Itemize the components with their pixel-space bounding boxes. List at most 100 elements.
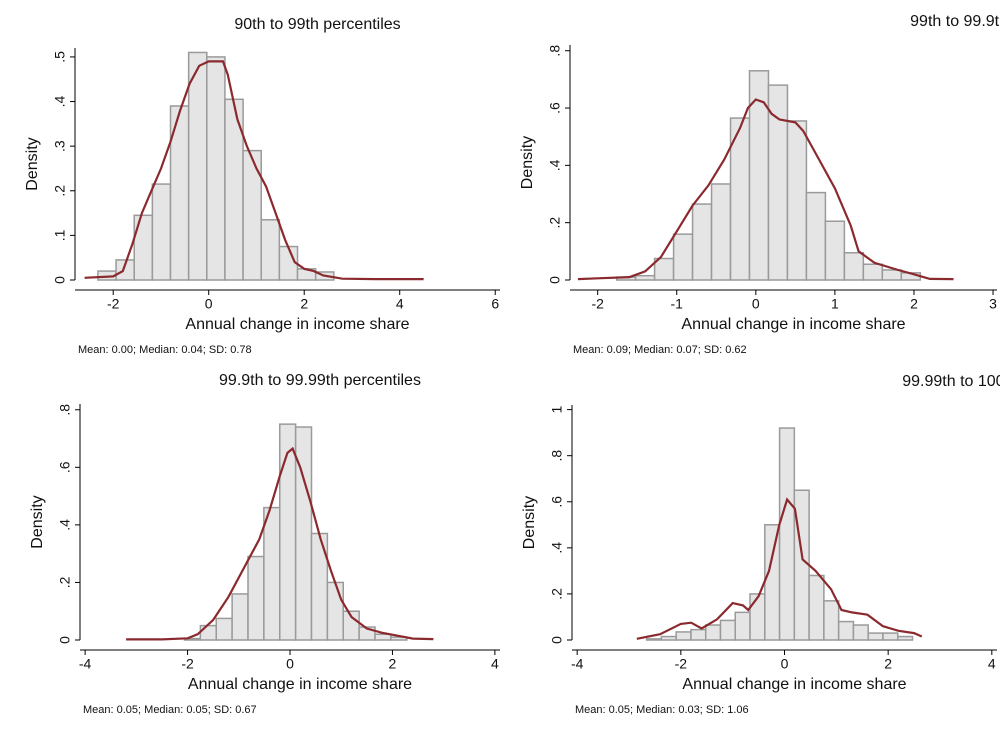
histogram-bar — [260, 219, 281, 281]
y-tick-label: .6 — [547, 102, 563, 114]
histogram-bar — [704, 624, 722, 641]
x-tick-label: 0 — [205, 296, 213, 312]
histogram-bar — [672, 233, 694, 281]
histogram-bar — [653, 257, 675, 281]
histogram-bar — [786, 120, 808, 281]
y-tick-label: 0 — [547, 276, 563, 284]
y-tick-label: 1 — [549, 406, 565, 414]
x-tick-label: 2 — [884, 656, 892, 672]
stats-note: Mean: 0.05; Median: 0.03; SD: 1.06 — [575, 704, 749, 716]
y-axis-label: Density — [29, 495, 46, 548]
chart-title: 99.99th to 100th percentiles — [902, 373, 1000, 390]
y-tick-label: .2 — [549, 588, 565, 600]
histogram-bar — [823, 600, 840, 641]
histogram-bar — [778, 427, 796, 641]
stats-note: Mean: 0.05; Median: 0.05; SD: 0.67 — [83, 704, 257, 716]
density-curve — [577, 98, 954, 281]
y-tick-label: .2 — [52, 185, 68, 197]
x-tick-label: -4 — [79, 656, 92, 672]
histogram-bar — [231, 593, 249, 641]
histogram-bar — [151, 183, 172, 281]
chart-title: 99th to 99.9th percentiles — [910, 13, 1000, 30]
histogram-bar — [862, 263, 884, 281]
histogram-bar — [675, 631, 692, 641]
x-tick-label: 2 — [300, 296, 308, 312]
x-axis-label: Annual change in income share — [681, 316, 905, 333]
y-tick-label: .5 — [52, 51, 68, 63]
y-tick-label: 0 — [549, 636, 565, 644]
histogram-bar — [881, 269, 903, 281]
histogram-bar — [691, 203, 713, 281]
stats-note: Mean: 0.09; Median: 0.07; SD: 0.62 — [573, 344, 747, 356]
y-axis-label: Density — [521, 496, 538, 549]
density-curve — [636, 497, 923, 640]
histogram-bar — [843, 252, 865, 281]
histogram-bar — [719, 619, 737, 641]
y-tick-label: .6 — [57, 461, 73, 473]
x-tick-label: 0 — [752, 296, 760, 312]
x-tick-label: 2 — [389, 656, 397, 672]
y-tick-label: .6 — [549, 496, 565, 508]
histogram-bar — [634, 274, 656, 281]
histogram-bar — [206, 56, 226, 281]
y-axis-label: Density — [519, 136, 536, 189]
x-tick-label: 6 — [491, 296, 499, 312]
x-tick-label: 0 — [781, 656, 789, 672]
y-tick-label: .2 — [57, 576, 73, 588]
density-curve — [84, 60, 424, 281]
y-tick-label: .3 — [52, 140, 68, 152]
x-axis-label: Annual change in income share — [682, 676, 906, 693]
x-tick-label: -4 — [571, 656, 584, 672]
histogram-bar — [837, 620, 855, 641]
histogram-bar — [805, 191, 827, 281]
histogram-bar — [390, 636, 408, 641]
histogram-bar — [187, 51, 208, 281]
x-tick-label: 1 — [831, 296, 839, 312]
histogram-bar — [690, 628, 707, 641]
y-tick-label: .4 — [547, 159, 563, 171]
x-tick-label: 4 — [491, 656, 499, 672]
y-tick-label: .8 — [57, 404, 73, 416]
histogram-bar — [660, 635, 677, 641]
x-tick-label: 3 — [989, 296, 997, 312]
x-tick-label: 0 — [286, 656, 294, 672]
histogram-bar — [896, 635, 914, 641]
chart-title: 99.9th to 99.99th percentiles — [219, 372, 421, 389]
chart-title: 90th to 99th percentiles — [234, 16, 400, 33]
y-axis-label: Density — [24, 137, 41, 190]
histogram-bar — [824, 220, 846, 281]
y-tick-label: 0 — [52, 276, 68, 284]
x-tick-label: -2 — [181, 656, 194, 672]
histogram-bar — [645, 638, 663, 641]
histogram-bar — [242, 149, 262, 281]
x-axis-label: Annual change in income share — [185, 316, 409, 333]
histogram-bar — [764, 524, 781, 641]
x-tick-label: -2 — [591, 296, 604, 312]
y-tick-label: .4 — [52, 95, 68, 107]
y-tick-label: 0 — [57, 636, 73, 644]
y-tick-label: .4 — [549, 542, 565, 554]
histogram-bar — [734, 611, 751, 641]
histogram-bar — [808, 574, 825, 641]
histogram-bar — [247, 555, 265, 641]
x-tick-label: -1 — [671, 296, 684, 312]
histogram-bar — [133, 214, 154, 281]
histogram-bar — [279, 423, 297, 641]
histogram-bar — [749, 593, 766, 641]
histogram-bar — [294, 426, 313, 641]
histogram-bar — [263, 506, 281, 641]
x-tick-label: 4 — [988, 656, 996, 672]
histogram-bar — [215, 617, 233, 641]
histogram-bar — [867, 632, 884, 641]
histogram-bar — [326, 581, 345, 641]
x-tick-label: 2 — [910, 296, 918, 312]
x-axis-label: Annual change in income share — [188, 676, 412, 693]
y-tick-label: .8 — [547, 45, 563, 57]
histogram-bar — [852, 624, 869, 641]
histogram-bar — [710, 183, 732, 281]
x-tick-label: -2 — [675, 656, 688, 672]
y-tick-label: .1 — [52, 229, 68, 241]
y-tick-label: .4 — [57, 519, 73, 531]
